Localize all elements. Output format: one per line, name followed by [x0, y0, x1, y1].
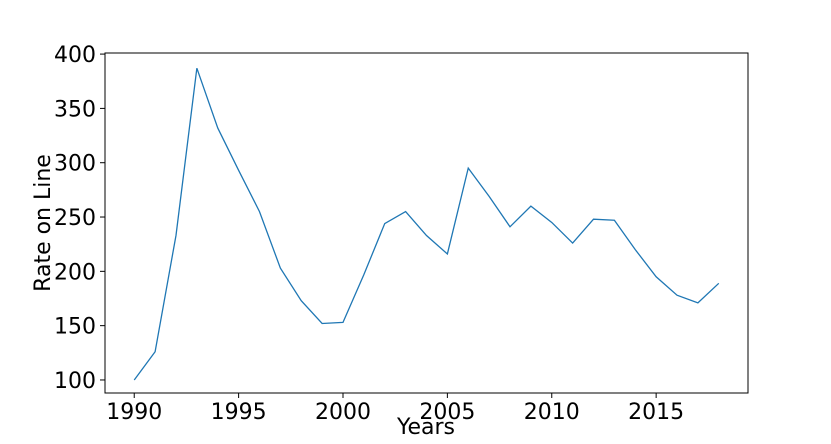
line-series — [133, 67, 720, 381]
x-tick-label: 2015 — [628, 400, 684, 425]
x-tick-label: 1995 — [211, 400, 267, 425]
x-tick-label: 1990 — [106, 400, 162, 425]
y-tick-label: 400 — [54, 43, 96, 68]
plot-frame — [104, 52, 749, 394]
y-tick-label: 250 — [54, 206, 96, 231]
x-tick-label: 2010 — [524, 400, 580, 425]
y-axis-label: Rate on Line — [31, 154, 56, 292]
y-tick-label: 100 — [54, 369, 96, 394]
x-tick-label: 2000 — [315, 400, 371, 425]
y-tick-label: 200 — [54, 260, 96, 285]
y-tick-label: 350 — [54, 97, 96, 122]
y-tick-label: 150 — [54, 315, 96, 340]
x-tick-label: 2005 — [419, 400, 475, 425]
y-tick-label: 300 — [54, 152, 96, 177]
x-axis-label: Years — [396, 415, 455, 440]
